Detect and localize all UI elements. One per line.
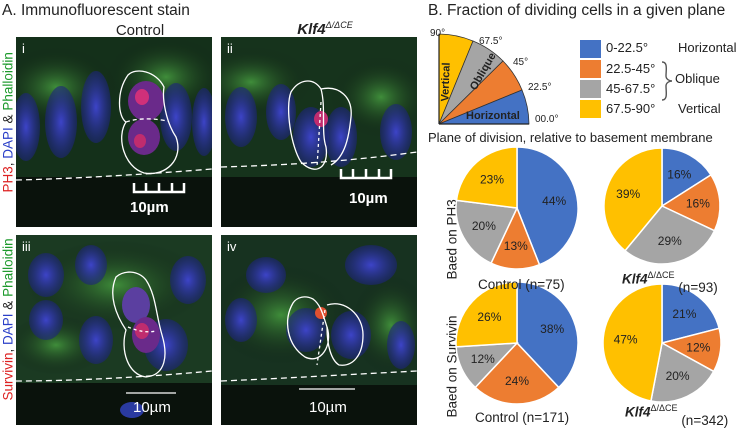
pie-label-control-survivin-2: 12% bbox=[471, 352, 495, 366]
angle-label-0: 00.0° bbox=[535, 114, 559, 125]
sector-label-horizontal: Horizontal bbox=[466, 110, 520, 122]
pie-caption-klf4-ph3: Klf4Δ/ΔCE (n=93) bbox=[622, 270, 718, 295]
pie-slice-klf4-survivin-0 bbox=[661, 283, 721, 344]
pie-label-control-ph3-3: 23% bbox=[480, 173, 504, 187]
pie-label-klf4-survivin-2: 20% bbox=[666, 369, 690, 383]
legend-swatch-2 bbox=[580, 80, 601, 98]
panel-label-i: i bbox=[22, 41, 25, 56]
pie-label-klf4-survivin-0: 21% bbox=[672, 307, 696, 321]
pie-slice-control-survivin-3 bbox=[455, 281, 518, 348]
pie-slice-klf4-survivin-3 bbox=[602, 283, 663, 402]
panel-label-iii: iii bbox=[22, 239, 31, 254]
legend-label-horizontal: Horizontal bbox=[678, 40, 737, 55]
section-a-title: A. Immunofluorescent stain bbox=[2, 2, 190, 19]
pie-slice-control-ph3-3 bbox=[455, 146, 518, 209]
pie-label-klf4-ph3-0: 16% bbox=[667, 168, 691, 182]
pie-label-control-survivin-0: 38% bbox=[540, 322, 564, 336]
angle-label-22-5: 22.5° bbox=[528, 82, 552, 93]
angle-label-90: 90° bbox=[430, 28, 446, 39]
angle-label-67-5: 67.5° bbox=[479, 36, 503, 47]
pie-label-control-ph3-0: 44% bbox=[542, 194, 566, 208]
micrograph-panel-i: i 10µm bbox=[16, 37, 212, 227]
micrograph-iii-image bbox=[16, 235, 212, 425]
pie-caption-klf4-survivin: Klf4Δ/ΔCE (n=342) bbox=[625, 403, 729, 428]
panel-label-ii: ii bbox=[227, 41, 233, 56]
pie-label-klf4-survivin-1: 12% bbox=[686, 341, 710, 355]
division-plane-diagram bbox=[438, 33, 530, 125]
pie-slice-klf4-ph3-0 bbox=[661, 147, 713, 208]
column-title-klf4: Klf4Δ/ΔCE bbox=[297, 20, 353, 38]
micrograph-iv-image bbox=[221, 235, 417, 425]
angle-label-45: 45° bbox=[513, 57, 529, 68]
scale-bar-label-iv: 10µm bbox=[309, 399, 347, 416]
micrograph-i-image bbox=[16, 37, 212, 227]
micrograph-panel-iv: iv 10µm bbox=[221, 235, 417, 425]
micrograph-panel-ii: ii 10µm bbox=[221, 37, 417, 227]
pie-label-control-ph3-2: 20% bbox=[472, 219, 496, 233]
legend-swatch-3 bbox=[580, 100, 601, 118]
pie-slice-klf4-ph3-3 bbox=[603, 147, 663, 252]
pie-slice-control-survivin-1 bbox=[474, 341, 560, 405]
pie-label-klf4-survivin-3: 47% bbox=[614, 333, 638, 347]
pie-label-klf4-ph3-3: 39% bbox=[616, 187, 640, 201]
legend-range-3: 67.5-90° bbox=[606, 101, 656, 116]
legend-brace-icon bbox=[661, 61, 673, 101]
panel-label-iv: iv bbox=[227, 239, 237, 254]
legend-label-vertical: Vertical bbox=[678, 101, 721, 116]
scale-bar-label-iii: 10µm bbox=[133, 399, 171, 416]
diagram-caption: Plane of division, relative to basement … bbox=[428, 130, 713, 145]
pie-slice-control-ph3-2 bbox=[455, 199, 519, 265]
pie-label-control-ph3-1: 13% bbox=[504, 239, 528, 253]
pie-label-klf4-ph3-2: 29% bbox=[658, 234, 682, 248]
pie-caption-control-survivin: Control (n=171) bbox=[475, 410, 570, 425]
section-b-title: B. Fraction of dividing cells in a given… bbox=[428, 2, 726, 19]
micrograph-ii-image bbox=[221, 37, 417, 227]
scale-bar-label-i: 10µm bbox=[130, 199, 169, 216]
scale-bar-label-ii: 10µm bbox=[349, 190, 388, 207]
pie-caption-control-ph3: Control (n=75) bbox=[478, 277, 565, 292]
micrograph-panel-iii: iii 10µm bbox=[16, 235, 212, 425]
legend-swatch-1 bbox=[580, 60, 601, 78]
pie-slice-klf4-survivin-2 bbox=[650, 341, 715, 403]
pie-label-klf4-ph3-1: 16% bbox=[686, 197, 710, 211]
pie-slice-klf4-ph3-2 bbox=[623, 205, 716, 265]
pie-label-control-survivin-3: 26% bbox=[477, 310, 501, 324]
pie-slice-control-survivin-0 bbox=[516, 281, 579, 389]
legend-swatch-0 bbox=[580, 40, 601, 58]
pie-label-control-survivin-1: 24% bbox=[505, 374, 529, 388]
legend-range-1: 22.5-45° bbox=[606, 61, 656, 76]
pie-slice-control-ph3-0 bbox=[516, 146, 579, 266]
pie-slice-klf4-ph3-1 bbox=[660, 173, 721, 232]
legend-range-2: 45-67.5° bbox=[606, 81, 656, 96]
legend-group-oblique: Oblique bbox=[675, 71, 720, 86]
legend-range-0: 0-22.5° bbox=[606, 40, 649, 55]
column-title-control: Control bbox=[115, 22, 165, 39]
